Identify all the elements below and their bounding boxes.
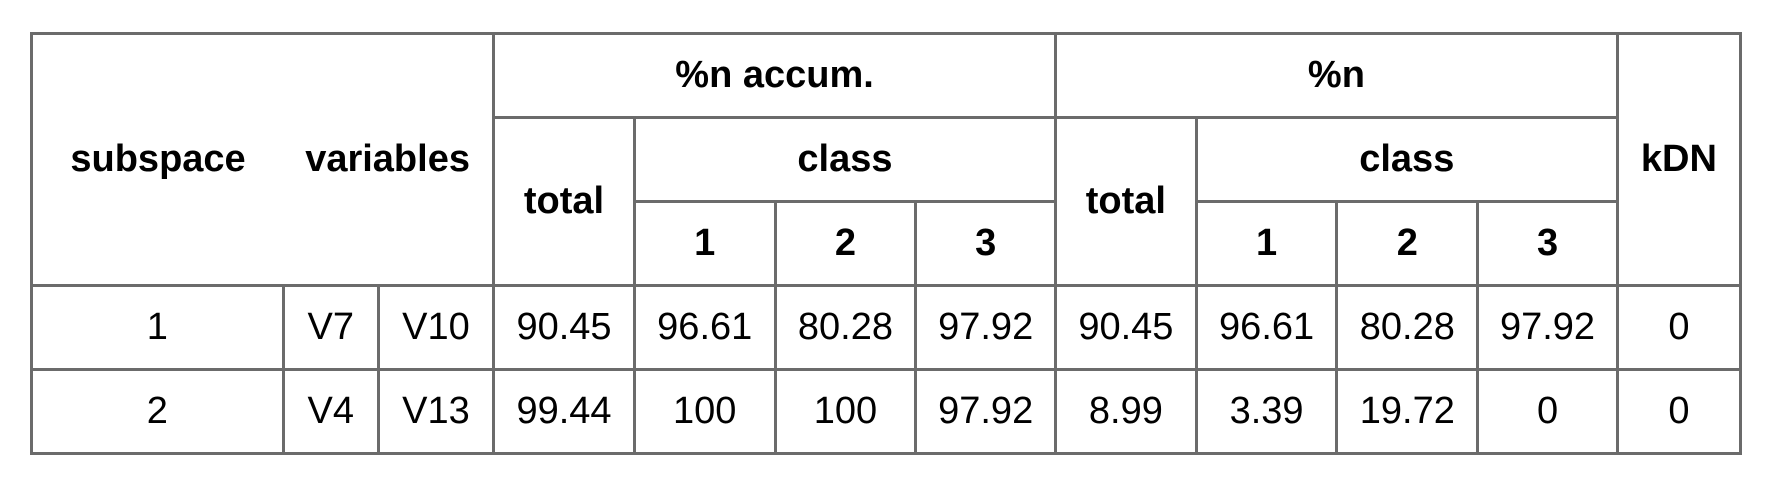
cell-variable-2: V13 [376,368,496,455]
header-accum-total: total [492,116,636,287]
cell-n-class-2: 80.28 [1335,284,1480,371]
header-variables: variables [283,32,496,287]
header-accum-class-1: 1 [632,200,777,287]
cell-kdn: 0 [1615,284,1743,371]
header-n-class-2: 2 [1335,200,1480,287]
cell-variable-1: V7 [281,284,380,371]
cell-n-class-3: 0 [1476,368,1619,455]
results-table: subspace variables %n accum. %n kDN tota… [30,32,1743,455]
cell-subspace: 1 [30,284,285,371]
table-row: 1 V7 V10 90.45 96.61 80.28 97.92 90.45 9… [30,284,1743,371]
header-accum-class: class [632,116,1058,203]
header-kdn: kDN [1615,32,1743,287]
cell-accum-total: 99.44 [492,368,636,455]
cell-accum-class-1: 96.61 [632,284,777,371]
header-subspace: subspace [30,32,284,287]
cell-accum-class-3: 97.92 [914,368,1057,455]
cell-kdn: 0 [1615,368,1743,455]
header-accum-class-3: 3 [914,200,1057,287]
cell-subspace: 2 [30,368,285,455]
header-accum-class-2: 2 [773,200,918,287]
table-row: 2 V4 V13 99.44 100 100 97.92 8.99 3.39 1… [30,368,1743,455]
header-row-3: 1 2 3 1 2 3 [32,200,1741,287]
cell-accum-class-3: 97.92 [914,284,1057,371]
cell-variable-1: V4 [281,368,380,455]
cell-n-class-1: 96.61 [1194,284,1339,371]
header-n: %n [1054,32,1619,119]
cell-n-class-3: 97.92 [1476,284,1619,371]
header-n-class-1: 1 [1194,200,1339,287]
cell-n-total: 90.45 [1054,284,1198,371]
cell-accum-class-2: 80.28 [773,284,918,371]
cell-accum-total: 90.45 [492,284,636,371]
header-n-total: total [1054,116,1198,287]
cell-n-class-1: 3.39 [1194,368,1339,455]
header-n-class: class [1194,116,1619,203]
cell-n-class-2: 19.72 [1335,368,1480,455]
header-row-2: total class total class [32,116,1741,287]
cell-n-total: 8.99 [1054,368,1198,455]
header-n-class-3: 3 [1476,200,1619,287]
header-accum: %n accum. [492,32,1057,119]
cell-accum-class-1: 100 [632,368,777,455]
header-row-1: subspace variables %n accum. %n kDN [30,32,1743,287]
cell-accum-class-2: 100 [773,368,918,455]
cell-variable-2: V10 [376,284,496,371]
